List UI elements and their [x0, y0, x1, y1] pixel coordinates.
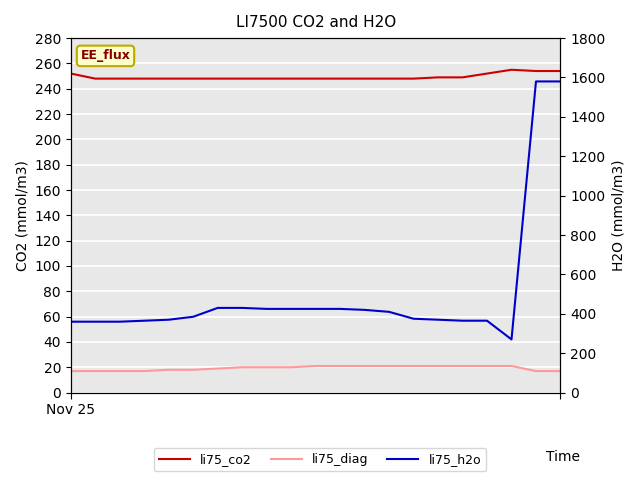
li75_co2 — [238, 76, 246, 82]
li75_diag — [287, 364, 295, 370]
li75_co2 — [557, 68, 564, 74]
li75_h2o — [508, 336, 515, 342]
li75_h2o — [165, 317, 173, 323]
li75_diag — [385, 363, 393, 369]
li75_diag — [165, 367, 173, 372]
li75_diag — [410, 363, 417, 369]
li75_co2 — [532, 68, 540, 74]
li75_h2o — [238, 305, 246, 311]
Line: li75_diag: li75_diag — [71, 366, 561, 371]
Line: li75_h2o: li75_h2o — [71, 82, 561, 339]
Text: Time: Time — [546, 450, 580, 464]
li75_h2o — [287, 306, 295, 312]
Title: LI7500 CO2 and H2O: LI7500 CO2 and H2O — [236, 15, 396, 30]
li75_diag — [336, 363, 344, 369]
li75_diag — [263, 364, 271, 370]
li75_co2 — [67, 71, 75, 76]
li75_diag — [532, 368, 540, 374]
li75_co2 — [165, 76, 173, 82]
li75_co2 — [434, 74, 442, 80]
li75_diag — [189, 367, 197, 372]
li75_h2o — [557, 79, 564, 84]
li75_diag — [434, 363, 442, 369]
li75_h2o — [312, 306, 319, 312]
li75_h2o — [434, 317, 442, 323]
li75_diag — [238, 364, 246, 370]
li75_diag — [140, 368, 148, 374]
Text: EE_flux: EE_flux — [81, 49, 131, 62]
li75_diag — [214, 366, 221, 372]
li75_co2 — [508, 67, 515, 72]
li75_h2o — [459, 318, 467, 324]
li75_co2 — [214, 76, 221, 82]
li75_h2o — [361, 307, 369, 313]
li75_h2o — [189, 314, 197, 320]
li75_diag — [116, 368, 124, 374]
Y-axis label: CO2 (mmol/m3): CO2 (mmol/m3) — [15, 160, 29, 271]
li75_diag — [459, 363, 467, 369]
li75_h2o — [116, 319, 124, 324]
li75_h2o — [483, 318, 491, 324]
li75_h2o — [140, 318, 148, 324]
li75_co2 — [361, 76, 369, 82]
li75_diag — [483, 363, 491, 369]
li75_h2o — [67, 319, 75, 324]
li75_co2 — [263, 76, 271, 82]
li75_co2 — [312, 76, 319, 82]
li75_h2o — [532, 79, 540, 84]
li75_co2 — [410, 76, 417, 82]
li75_h2o — [214, 305, 221, 311]
li75_co2 — [189, 76, 197, 82]
Legend: li75_co2, li75_diag, li75_h2o: li75_co2, li75_diag, li75_h2o — [154, 448, 486, 471]
li75_co2 — [140, 76, 148, 82]
li75_h2o — [385, 309, 393, 315]
li75_co2 — [287, 76, 295, 82]
li75_diag — [361, 363, 369, 369]
li75_diag — [557, 368, 564, 374]
li75_diag — [67, 368, 75, 374]
li75_h2o — [92, 319, 99, 324]
li75_co2 — [459, 74, 467, 80]
li75_co2 — [116, 76, 124, 82]
li75_co2 — [385, 76, 393, 82]
li75_diag — [508, 363, 515, 369]
Line: li75_co2: li75_co2 — [71, 70, 561, 79]
li75_diag — [92, 368, 99, 374]
li75_diag — [312, 363, 319, 369]
li75_co2 — [483, 71, 491, 76]
Y-axis label: H2O (mmol/m3): H2O (mmol/m3) — [611, 159, 625, 271]
li75_h2o — [263, 306, 271, 312]
li75_co2 — [92, 76, 99, 82]
li75_h2o — [410, 316, 417, 322]
li75_h2o — [336, 306, 344, 312]
li75_co2 — [336, 76, 344, 82]
